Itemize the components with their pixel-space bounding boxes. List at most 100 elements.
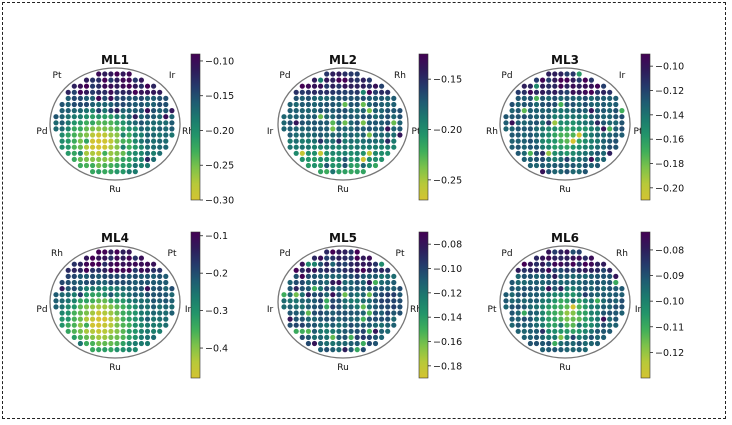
wafer-dot	[509, 310, 515, 316]
wafer-dot	[342, 156, 348, 162]
wafer-dot	[138, 322, 144, 328]
wafer-dot	[366, 95, 372, 101]
wafer-dot	[293, 316, 299, 322]
wafer-dot	[83, 162, 90, 169]
wafer-dot	[138, 156, 144, 162]
wafer-dot	[336, 83, 342, 89]
wafer-dot	[293, 132, 299, 138]
wafer-dot	[53, 304, 59, 310]
wafer-dot	[65, 286, 71, 292]
wafer-dot	[132, 322, 138, 328]
wafer-dot	[108, 108, 114, 114]
wafer-dot	[293, 298, 299, 304]
element-label-pt: Pt	[168, 249, 177, 259]
wafer-dot	[71, 304, 77, 310]
wafer-dot	[330, 267, 336, 273]
wafer-dot	[533, 304, 540, 310]
wafer-dot	[360, 101, 366, 108]
wafer-dot	[71, 126, 77, 132]
wafer-dot	[132, 108, 138, 114]
wafer-dot	[163, 298, 169, 304]
wafer-dot	[138, 126, 144, 132]
wafer-dot	[360, 267, 366, 273]
wafer-dot	[546, 77, 552, 83]
wafer-dot	[607, 316, 613, 322]
wafer-dot	[311, 95, 318, 101]
wafer-dot	[318, 340, 324, 347]
wafer-dot	[318, 138, 324, 144]
wafer-dot	[354, 292, 360, 298]
wafer-dot	[132, 292, 138, 298]
wafer-dot	[594, 334, 601, 340]
wafer-dot	[391, 322, 397, 328]
wafer-dot	[144, 322, 151, 328]
wafer-dot	[59, 310, 65, 316]
wafer-dot	[83, 310, 90, 316]
wafer-dot	[108, 138, 114, 144]
wafer-dot	[90, 150, 96, 156]
wafer-dot	[305, 316, 311, 322]
wafer-dot	[348, 95, 354, 101]
wafer-dot	[385, 328, 391, 334]
wafer-dot	[169, 126, 175, 132]
wafer-dot	[299, 267, 305, 273]
wafer-dot	[126, 89, 132, 95]
wafer-dot	[59, 114, 65, 120]
colorbar	[190, 53, 201, 201]
wafer-dot	[342, 126, 348, 132]
wafer-dot	[379, 108, 385, 114]
wafer-dot	[163, 316, 169, 322]
wafer-dot	[336, 304, 342, 310]
wafer-dot	[102, 255, 108, 261]
wafer-dot	[372, 150, 379, 156]
wafer-dot	[169, 310, 175, 316]
wafer-dot	[594, 261, 601, 267]
wafer-dot	[299, 279, 305, 286]
wafer-dot	[576, 138, 582, 144]
wafer-dot	[163, 126, 169, 132]
wafer-dot	[372, 298, 379, 304]
wafer-dot	[114, 144, 120, 150]
wafer-dot	[607, 292, 613, 298]
wafer-dot	[372, 334, 379, 340]
wafer-dot	[613, 108, 619, 114]
wafer-dot	[533, 322, 540, 328]
wafer-dot	[558, 101, 564, 108]
wafer-dot	[379, 144, 385, 150]
wafer-dot	[126, 340, 132, 347]
wafer-dot	[114, 310, 120, 316]
wafer-dot	[521, 267, 527, 273]
wafer-dot	[533, 298, 540, 304]
wafer-dot	[552, 267, 558, 273]
wafer-dot	[582, 334, 588, 340]
wafer-dot	[348, 334, 354, 340]
wafer-dot	[311, 340, 318, 347]
wafer-dot	[163, 138, 169, 144]
wafer-dot	[588, 101, 595, 108]
wafer-dot	[299, 114, 305, 120]
wafer-dot	[324, 273, 330, 279]
wafer-dot	[102, 304, 108, 310]
wafer-dot	[582, 255, 588, 261]
wafer-dot	[299, 286, 305, 292]
wafer-dot	[594, 328, 601, 334]
wafer-dot	[59, 101, 65, 108]
wafer-dot	[96, 249, 102, 255]
wafer-dot	[132, 273, 138, 279]
wafer-dot	[540, 83, 546, 89]
wafer-dot	[163, 114, 169, 120]
wafer-dot	[293, 304, 299, 310]
wafer-dot	[59, 132, 65, 138]
colorbar-tick-label: −0.10	[205, 56, 234, 67]
wafer-dot	[138, 292, 144, 298]
wafer-dot	[83, 267, 90, 273]
wafer-dot	[582, 328, 588, 334]
wafer-dot	[144, 304, 151, 310]
wafer-dot	[582, 304, 588, 310]
wafer-dot	[299, 83, 305, 89]
wafer-dot	[582, 169, 588, 175]
wafer-dot	[318, 83, 324, 89]
wafer-dot	[305, 298, 311, 304]
wafer-dot	[151, 279, 157, 286]
wafer-dot	[114, 292, 120, 298]
